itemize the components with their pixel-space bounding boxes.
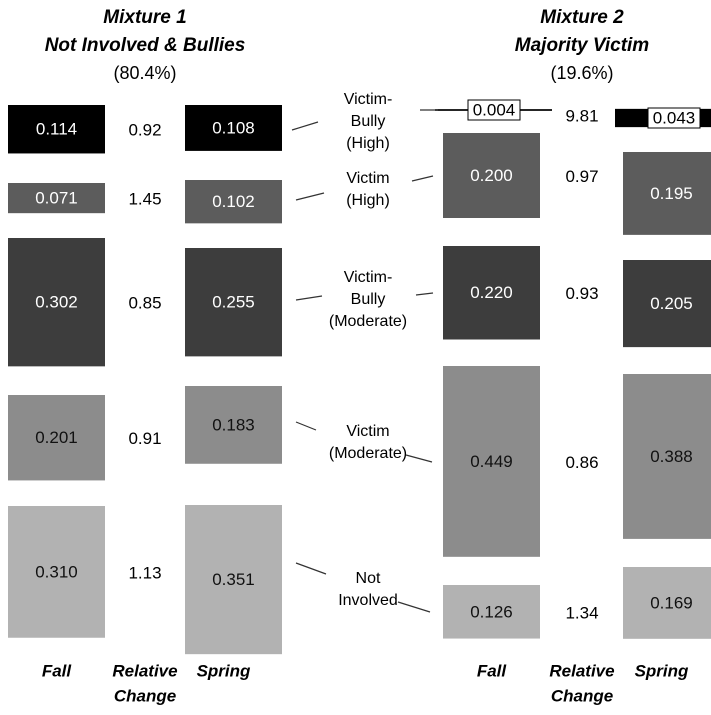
proportion-label: 0.220	[470, 283, 513, 302]
mixture-subtitle: Not Involved & Bullies	[45, 35, 246, 56]
connector	[291, 121, 319, 131]
proportion-label: 0.108	[212, 118, 255, 137]
relative-change: 0.93	[565, 284, 598, 303]
relative-change: 1.13	[128, 563, 161, 582]
proportion-label: 0.201	[35, 428, 78, 447]
state-label: Victim-	[344, 269, 393, 286]
proportion-bar	[443, 246, 540, 340]
relative-change: 0.85	[128, 294, 161, 313]
proportion-bar	[8, 183, 105, 214]
proportion-bar	[185, 180, 282, 224]
proportion-label: 0.205	[650, 294, 693, 313]
connector	[405, 454, 433, 463]
column-label: Fall	[42, 661, 73, 680]
state-label: (Moderate)	[329, 445, 407, 462]
column-label: Change	[114, 686, 176, 705]
connector	[295, 295, 323, 301]
proportion-label: 0.102	[212, 192, 255, 211]
proportion-label: 0.043	[653, 108, 696, 127]
relative-change: 0.97	[565, 167, 598, 186]
state-label: (High)	[346, 192, 390, 209]
proportion-bar	[185, 386, 282, 464]
mixture-share: (80.4%)	[113, 63, 176, 83]
connector	[415, 292, 434, 296]
mixture-title: Mixture 1	[103, 7, 186, 28]
connector	[397, 601, 431, 613]
proportion-bar	[8, 506, 105, 638]
relative-change: 9.81	[565, 106, 598, 125]
state-label: Bully	[351, 113, 386, 130]
column-label: Relative	[549, 661, 614, 680]
proportion-bar	[623, 374, 711, 539]
connector	[411, 175, 434, 182]
proportion-label: 0.351	[212, 570, 255, 589]
value-box	[647, 107, 701, 129]
column-label: Spring	[635, 661, 689, 680]
mixture-share: (19.6%)	[550, 63, 613, 83]
proportion-bar	[443, 585, 540, 639]
state-label: Not	[356, 570, 381, 587]
relative-change: 0.86	[565, 453, 598, 472]
connector	[295, 562, 327, 575]
proportion-bar	[8, 395, 105, 481]
proportion-bar	[8, 105, 105, 154]
relative-change: 0.92	[128, 121, 161, 140]
relative-change: 1.34	[565, 603, 598, 622]
proportion-bar	[185, 505, 282, 655]
proportion-bar	[623, 567, 711, 639]
proportion-bar	[8, 238, 105, 367]
proportion-label: 0.310	[35, 562, 78, 581]
state-label: Victim-	[344, 91, 393, 108]
relative-change: 1.45	[128, 190, 161, 209]
proportion-label: 0.200	[470, 166, 513, 185]
state-label: (Moderate)	[329, 313, 407, 330]
proportion-bar	[623, 152, 711, 235]
proportion-label: 0.126	[470, 602, 513, 621]
proportion-label: 0.195	[650, 184, 693, 203]
proportion-label: 0.302	[35, 293, 78, 312]
proportion-label: 0.255	[212, 293, 255, 312]
value-box	[467, 99, 521, 121]
proportion-label: 0.071	[35, 189, 78, 208]
connector	[295, 421, 317, 431]
column-label: Relative	[112, 661, 177, 680]
column-label: Fall	[477, 661, 508, 680]
proportion-bar	[443, 366, 540, 557]
state-label: Bully	[351, 291, 386, 308]
relative-change: 0.91	[128, 429, 161, 448]
state-label: (High)	[346, 135, 390, 152]
connector	[295, 192, 325, 201]
proportion-bar	[443, 133, 540, 218]
state-label: Involved	[338, 592, 398, 609]
proportion-bar	[185, 105, 282, 151]
mixture-title: Mixture 2	[540, 7, 624, 28]
proportion-label: 0.183	[212, 415, 255, 434]
proportion-bar	[623, 260, 711, 348]
state-label: Victim	[346, 423, 389, 440]
state-label: Victim	[346, 170, 389, 187]
column-label: Spring	[197, 661, 251, 680]
mixture-subtitle: Majority Victim	[515, 35, 650, 56]
column-label: Change	[551, 686, 613, 705]
proportion-label: 0.449	[470, 452, 513, 471]
proportion-label: 0.114	[36, 120, 77, 139]
proportion-label: 0.169	[650, 593, 693, 612]
proportion-label: 0.004	[473, 100, 516, 119]
proportion-label: 0.388	[650, 447, 693, 466]
proportion-bar	[185, 248, 282, 357]
